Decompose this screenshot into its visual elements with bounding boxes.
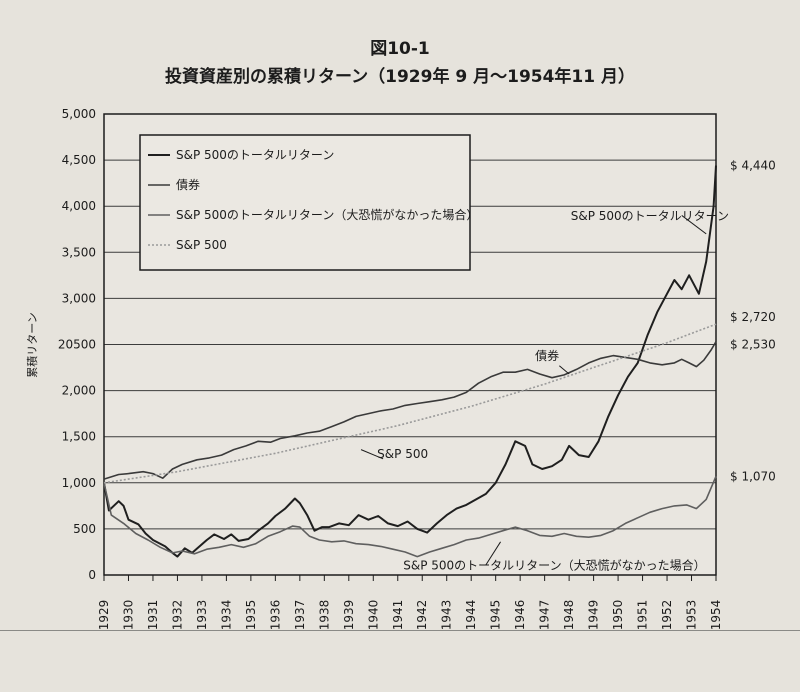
y-tick-label: 20500 (58, 338, 96, 352)
legend-label: S&P 500 (176, 238, 227, 252)
legend-box (139, 134, 471, 271)
series-line-2 (103, 341, 717, 480)
x-tick-label: 1954 (709, 600, 723, 631)
annotation-leader (485, 541, 501, 566)
series-line-3 (103, 475, 717, 558)
x-tick-label: 1947 (538, 600, 552, 631)
x-tick-label: 1953 (685, 600, 699, 631)
y-tick-label: 4,500 (62, 153, 96, 167)
x-tick-label: 1945 (489, 600, 503, 631)
x-tick-label: 1939 (342, 600, 356, 631)
x-tick-label: 1936 (268, 600, 282, 631)
x-tick-label: 1934 (219, 600, 233, 631)
y-tick-label: 0 (88, 568, 96, 582)
x-tick-label: 1944 (464, 600, 478, 631)
series-line-4 (103, 323, 717, 484)
x-tick-label: 1940 (366, 600, 380, 631)
end-value-label: $ 1,070 (730, 469, 776, 483)
page-rule (0, 630, 800, 631)
end-value-label: $ 2,720 (730, 310, 776, 324)
y-tick-label: 1,000 (62, 476, 96, 490)
x-tick-label: 1930 (121, 600, 135, 631)
x-tick-label: 1949 (587, 600, 601, 631)
x-tick-label: 1943 (440, 600, 454, 631)
end-value-label: $ 4,440 (730, 159, 776, 173)
x-tick-label: 1931 (146, 600, 160, 631)
legend-label: S&P 500のトータルリターン (176, 148, 334, 162)
x-tick-label: 1935 (244, 600, 258, 631)
figure-title: 投資資産別の累積リターン（1929年 9 月～1954年11 月） (164, 67, 636, 87)
annotation-label: S&P 500のトータルリターン (571, 209, 729, 223)
legend-label: 債券 (176, 177, 200, 192)
annotation-label: S&P 500のトータルリターン（大恐慌がなかった場合） (403, 557, 705, 572)
x-tick-label: 1933 (195, 600, 209, 631)
y-tick-label: 2,000 (62, 384, 96, 398)
end-value-label: $ 2,530 (730, 338, 776, 352)
annotation-leader (559, 365, 570, 375)
y-tick-label: 5,000 (62, 107, 96, 121)
annotation-leader (360, 449, 384, 460)
y-tick-label: 3,500 (62, 245, 96, 259)
annotation-label: 債券 (535, 348, 559, 363)
y-tick-label: 3,000 (62, 291, 96, 305)
x-tick-label: 1946 (513, 600, 527, 631)
x-tick-label: 1942 (415, 600, 429, 631)
x-tick-label: 1950 (611, 600, 625, 631)
x-tick-label: 1951 (636, 600, 650, 631)
y-axis-label: 累積リターン (25, 312, 39, 377)
y-tick-label: 1,500 (62, 430, 96, 444)
x-tick-label: 1938 (317, 600, 331, 631)
figure-number: 図10-1 (370, 39, 430, 59)
x-tick-label: 1952 (660, 600, 674, 631)
annotation-label: S&P 500 (377, 447, 428, 461)
x-tick-label: 1932 (170, 600, 184, 631)
legend-label: S&P 500のトータルリターン（大恐慌がなかった場合） (176, 207, 478, 222)
y-tick-label: 4,000 (62, 199, 96, 213)
plot-frame (103, 113, 717, 576)
x-tick-label: 1941 (391, 600, 405, 631)
x-tick-label: 1929 (97, 600, 111, 631)
annotation-leader (681, 215, 707, 235)
y-tick-label: 500 (73, 522, 96, 536)
x-tick-label: 1937 (293, 600, 307, 631)
x-tick-label: 1948 (562, 600, 576, 631)
series-line-1 (103, 165, 717, 558)
